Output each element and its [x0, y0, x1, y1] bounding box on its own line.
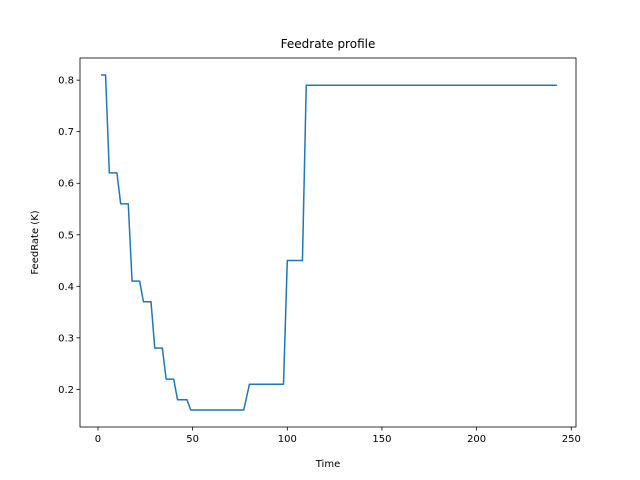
y-axis-label: FeedRate (K): [30, 210, 41, 274]
x-tick-label: 0: [95, 434, 101, 445]
x-tick-label: 250: [562, 434, 581, 445]
y-tick-label: 0.5: [58, 230, 74, 241]
series-layer: [101, 74, 557, 411]
chart-title: Feedrate profile: [281, 37, 376, 51]
y-tick-label: 0.3: [58, 333, 74, 344]
series-line-0: [101, 74, 557, 411]
x-axis-ticks: 0 50 100 150 200 250: [95, 427, 581, 445]
x-tick-label: 100: [278, 434, 297, 445]
plot-area: [80, 58, 576, 427]
y-tick-label: 0.2: [58, 385, 74, 396]
y-axis-ticks: 0.2 0.3 0.4 0.5 0.6 0.7 0.8: [58, 76, 80, 396]
y-tick-label: 0.4: [58, 282, 74, 293]
x-tick-label: 150: [372, 434, 391, 445]
y-tick-label: 0.8: [58, 76, 74, 87]
x-axis-label: Time: [315, 459, 340, 470]
x-tick-label: 50: [186, 434, 199, 445]
y-tick-label: 0.6: [58, 179, 74, 190]
plot-frame: [79, 57, 577, 428]
x-tick-label: 200: [467, 434, 486, 445]
y-tick-label: 0.7: [58, 127, 74, 138]
